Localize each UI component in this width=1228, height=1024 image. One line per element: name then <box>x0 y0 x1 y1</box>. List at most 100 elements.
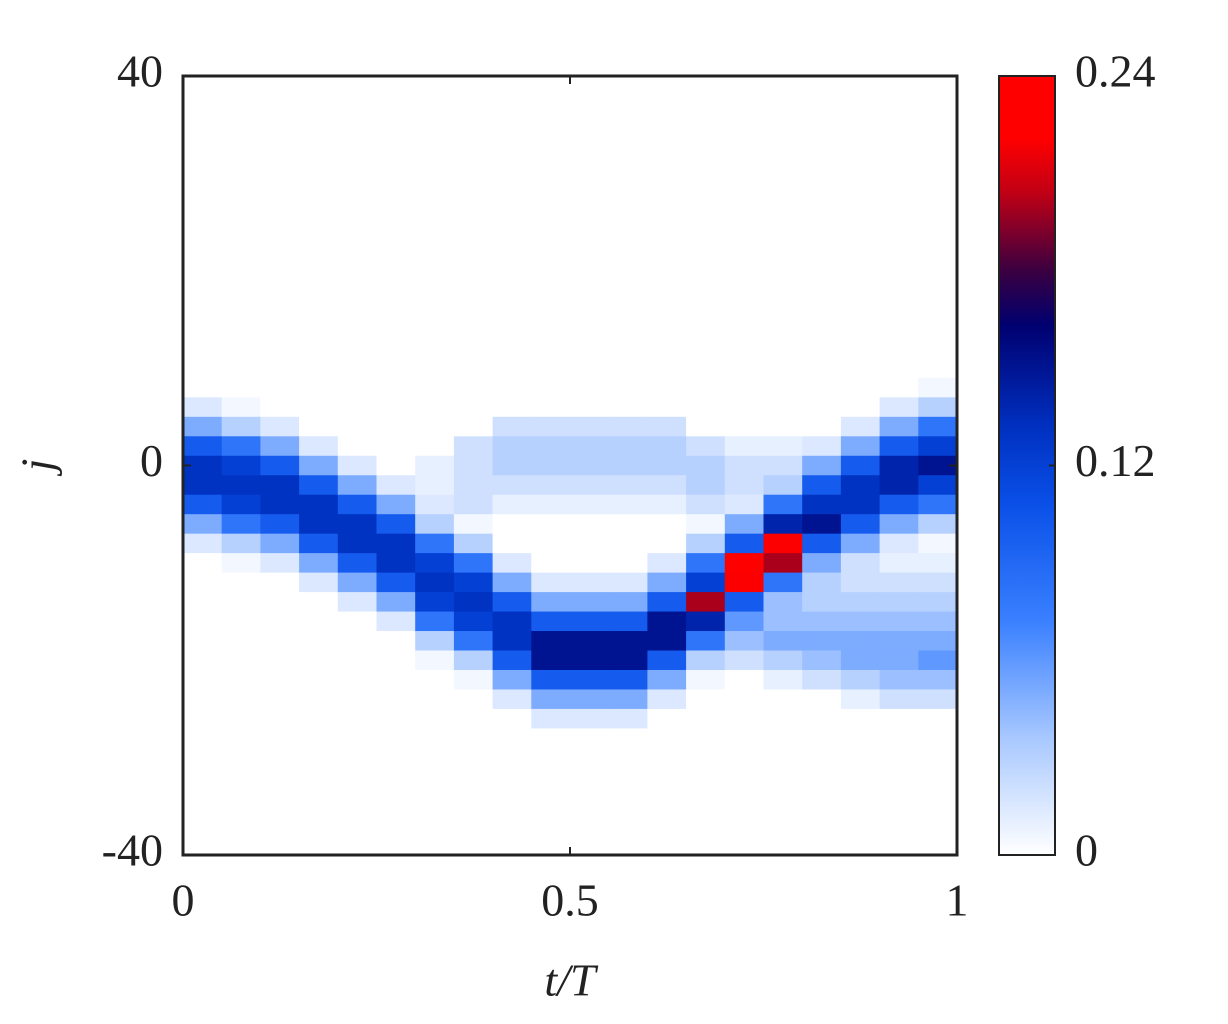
heatmap-cell <box>879 572 919 593</box>
heatmap-cell <box>221 592 261 613</box>
heatmap-cell <box>299 475 339 496</box>
heatmap-cell <box>802 494 842 515</box>
heatmap-cell <box>221 689 261 710</box>
heatmap-cell <box>608 533 648 554</box>
colorbar-tick-label: 0 <box>1075 825 1098 876</box>
heatmap-cell <box>299 358 339 379</box>
heatmap-cell <box>221 377 261 398</box>
heatmap-cell <box>415 533 455 554</box>
heatmap-cell <box>453 377 494 398</box>
heatmap-cell <box>686 358 726 379</box>
heatmap-cell <box>415 416 455 437</box>
heatmap-cell <box>608 436 648 457</box>
heatmap-cell <box>492 377 532 398</box>
heatmap-cell <box>608 455 648 476</box>
heatmap-cell <box>337 747 377 768</box>
heatmap-cell <box>299 689 339 710</box>
heatmap-cell <box>763 514 803 535</box>
heatmap-cell <box>570 611 610 632</box>
heatmap-cell <box>879 436 919 457</box>
heatmap-cell <box>918 572 958 593</box>
heatmap-cell <box>724 631 764 652</box>
heatmap-cell <box>260 533 300 554</box>
heatmap-cell <box>453 631 494 652</box>
heatmap-cell <box>299 377 339 398</box>
heatmap-cell <box>183 592 223 613</box>
heatmap-cell <box>763 416 803 437</box>
y-tick-label: 40 <box>117 46 163 97</box>
heatmap-cell <box>415 553 455 574</box>
heatmap-cell <box>221 358 261 379</box>
heatmap-cell <box>453 514 494 535</box>
heatmap-cell <box>183 631 223 652</box>
heatmap-cell <box>492 494 532 515</box>
heatmap-cell <box>531 708 571 729</box>
heatmap-cell <box>763 611 803 632</box>
heatmap-cell <box>570 358 610 379</box>
heatmap-cell <box>299 397 339 418</box>
heatmap-cell <box>647 728 687 749</box>
heatmap-cell <box>337 592 377 613</box>
heatmap-cell <box>415 377 455 398</box>
heatmap-cell <box>724 669 764 690</box>
heatmap-cell <box>299 650 339 671</box>
heatmap-cell <box>802 572 842 593</box>
heatmap-cell <box>570 514 610 535</box>
heatmap-cell <box>647 455 687 476</box>
heatmap-cell <box>840 689 881 710</box>
heatmap-cell <box>260 728 300 749</box>
heatmap-cell <box>763 669 803 690</box>
heatmap-cell <box>647 397 687 418</box>
heatmap-cell <box>337 689 377 710</box>
heatmap-cell <box>453 669 494 690</box>
x-tick-label: 0 <box>172 875 195 926</box>
heatmap-cell <box>647 553 687 574</box>
heatmap-cell <box>802 397 842 418</box>
heatmap-cell <box>918 650 958 671</box>
heatmap-cell <box>531 611 571 632</box>
heatmap-cell <box>840 533 881 554</box>
heatmap-cell <box>724 416 764 437</box>
heatmap-cell <box>802 475 842 496</box>
heatmap-cell <box>570 494 610 515</box>
x-tick-label: 1 <box>946 875 969 926</box>
heatmap-cell <box>531 397 571 418</box>
heatmap-cell <box>570 728 610 749</box>
heatmap-cell <box>299 747 339 768</box>
heatmap-cell <box>260 669 300 690</box>
heatmap-cell <box>802 436 842 457</box>
heatmap-cell <box>531 358 571 379</box>
heatmap-cell <box>802 689 842 710</box>
heatmap-cell <box>221 631 261 652</box>
heatmap-cell <box>686 669 726 690</box>
heatmap-cell <box>376 631 416 652</box>
heatmap-cell <box>183 708 223 729</box>
heatmap-cell <box>299 514 339 535</box>
heatmap-cell <box>183 358 223 379</box>
heatmap-cell <box>492 728 532 749</box>
heatmap-cell <box>183 728 223 749</box>
heatmap-cell <box>879 708 919 729</box>
heatmap-cell <box>918 533 958 554</box>
heatmap-cell <box>840 728 881 749</box>
heatmap-cell <box>492 592 532 613</box>
heatmap-cell <box>879 514 919 535</box>
heatmap-cell <box>183 455 223 476</box>
heatmap-cell <box>260 436 300 457</box>
heatmap-cell <box>183 669 223 690</box>
heatmap-cell <box>686 689 726 710</box>
heatmap-cell <box>183 689 223 710</box>
heatmap-cell <box>337 572 377 593</box>
heatmap-cell <box>763 572 803 593</box>
heatmap-cell <box>376 475 416 496</box>
heatmap-cell <box>531 377 571 398</box>
heatmap-cell <box>531 747 571 768</box>
heatmap-cell <box>879 533 919 554</box>
heatmap-cell <box>299 631 339 652</box>
heatmap-cell <box>183 572 223 593</box>
heatmap-cell <box>724 475 764 496</box>
heatmap-cell <box>492 397 532 418</box>
heatmap-cell <box>608 592 648 613</box>
heatmap-cell <box>183 377 223 398</box>
heatmap-cell <box>221 572 261 593</box>
